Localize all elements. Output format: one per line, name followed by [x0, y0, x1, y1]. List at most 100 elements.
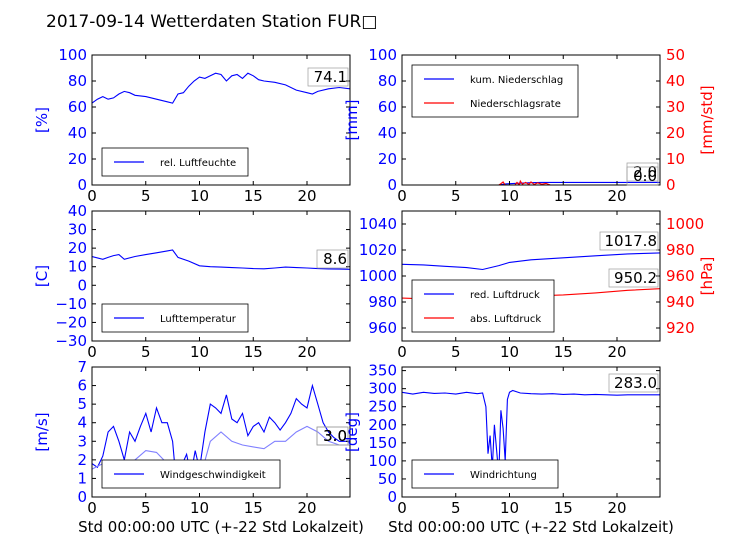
y-axis-label: [m/s]: [33, 412, 51, 451]
series-line-0: [402, 389, 660, 476]
x-tick-label: 20: [607, 343, 626, 361]
legend-label: abs. Luftdruck: [470, 314, 541, 325]
value-label: 0.0: [633, 167, 657, 185]
y-tick-label: 60: [68, 98, 87, 116]
y-tick-label: 0: [77, 176, 87, 194]
x-axis-label: Std 00:00:00 UTC (+-22 Std Lokalzeit): [388, 518, 674, 536]
series-group: [92, 249, 350, 270]
x-tick-label: 0: [397, 499, 407, 517]
y-tick-label-right: 1000: [666, 215, 704, 233]
y-tick-label: 20: [378, 150, 397, 168]
x-tick-label: 20: [607, 499, 626, 517]
value-label: 283.0: [614, 374, 657, 392]
y-tick-label-right: 20: [666, 124, 685, 142]
y-tick-label: 300: [368, 380, 397, 398]
y-tick-label: 1020: [359, 241, 397, 259]
y-tick-label: 80: [378, 72, 397, 90]
y-tick-label-right: 920: [666, 319, 695, 337]
y-tick-label: 1040: [359, 215, 397, 233]
x-tick-label: 5: [451, 499, 461, 517]
y-tick-label: 20: [68, 150, 87, 168]
x-tick-label: 10: [500, 343, 519, 361]
x-tick-label: 10: [190, 187, 209, 205]
x-axis-label: Std 00:00:00 UTC (+-22 Std Lokalzeit): [78, 518, 364, 536]
x-tick-label: 5: [451, 187, 461, 205]
legend-label: Niederschlagsrate: [470, 99, 561, 110]
x-tick-label: 5: [451, 343, 461, 361]
value-label-box: [626, 166, 659, 186]
y-tick-label: 250: [368, 398, 397, 416]
y-tick-label: 2: [77, 451, 87, 469]
y-tick-label: 100: [368, 46, 397, 64]
x-tick-label: 15: [554, 499, 573, 517]
y-tick-label: −30: [55, 332, 87, 350]
value-label-box: [316, 426, 349, 446]
y-tick-label: 960: [368, 319, 397, 337]
value-label-box: [608, 373, 659, 393]
plot-frame: [91, 54, 351, 186]
value-label-box: [599, 231, 659, 251]
x-tick-label: 10: [190, 343, 209, 361]
y-tick-label: 3: [77, 432, 87, 450]
y-tick-label: 5: [77, 395, 87, 413]
y-tick-label: 60: [378, 98, 397, 116]
y-tick-label: 1000: [359, 267, 397, 285]
legend: rel. Luftfeuchte: [101, 147, 249, 177]
y-tick-label: 0: [387, 488, 397, 506]
y-tick-label-right: 30: [666, 98, 685, 116]
y-tick-label: 0: [387, 176, 397, 194]
y-tick-label: 6: [77, 377, 87, 395]
x-tick-label: 10: [190, 499, 209, 517]
series-group: [402, 179, 660, 185]
legend-label: Windrichtung: [470, 470, 537, 481]
y-axis-label: [mm]: [343, 100, 361, 141]
legend-label: rel. Luftfeuchte: [160, 158, 236, 169]
panel-temperature: 0 5 10 15 20−30−20−10010203040[C]Lufttempera…: [33, 202, 351, 361]
y-tick-label-right: 10: [666, 150, 685, 168]
y-tick-label: 100: [368, 452, 397, 470]
x-tick-label: 0: [87, 499, 97, 517]
value-label: 1017.8: [605, 232, 658, 250]
y-tick-label: 0: [77, 488, 87, 506]
legend-label: Lufttemperatur: [160, 314, 237, 325]
y-tick-label: 20: [68, 239, 87, 257]
y-tick-label: 40: [68, 124, 87, 142]
y-tick-label: 200: [368, 416, 397, 434]
plot-frame: [91, 210, 351, 342]
plot-frame: [91, 366, 351, 498]
y-axis-label: [deg]: [343, 412, 361, 452]
series-line-0: [402, 252, 660, 271]
series-line-0: [92, 249, 350, 270]
x-tick-label: 20: [297, 499, 316, 517]
y-tick-label: 1: [77, 469, 87, 487]
x-tick-label: 5: [141, 187, 151, 205]
series-line-1: [402, 179, 660, 185]
value-label: 2.0: [633, 163, 657, 181]
y-tick-label: −10: [55, 295, 87, 313]
value-label: 8.6: [323, 250, 347, 268]
y-tick-label: 50: [378, 470, 397, 488]
y-tick-label-right: 980: [666, 241, 695, 259]
x-tick-label: 0: [87, 343, 97, 361]
y-tick-label: 10: [68, 258, 87, 276]
series-line-0: [92, 383, 350, 481]
y-axis-label-right: [hPa]: [698, 257, 716, 296]
plot-frame: [401, 54, 661, 186]
value-label: 950.2: [614, 269, 657, 287]
y-tick-label: 350: [368, 362, 397, 380]
x-tick-label: 0: [397, 343, 407, 361]
legend: kum. Niederschlag Niederschlagsrate: [411, 64, 579, 118]
x-tick-label: 5: [141, 343, 151, 361]
y-tick-label-right: 0: [666, 176, 676, 194]
legend-box: [411, 64, 579, 118]
x-tick-label: 10: [500, 499, 519, 517]
series-line-0: [92, 72, 350, 104]
y-tick-label-right: 940: [666, 293, 695, 311]
value-label-box: [307, 67, 349, 87]
x-tick-label: 20: [297, 187, 316, 205]
panel-precipitation: 0 5 10 15 20 0 20 40 60 80 100 0 10 20 30 40 50 [mm] [mm/s…: [343, 46, 716, 205]
legend: Lufttemperatur: [101, 303, 249, 333]
